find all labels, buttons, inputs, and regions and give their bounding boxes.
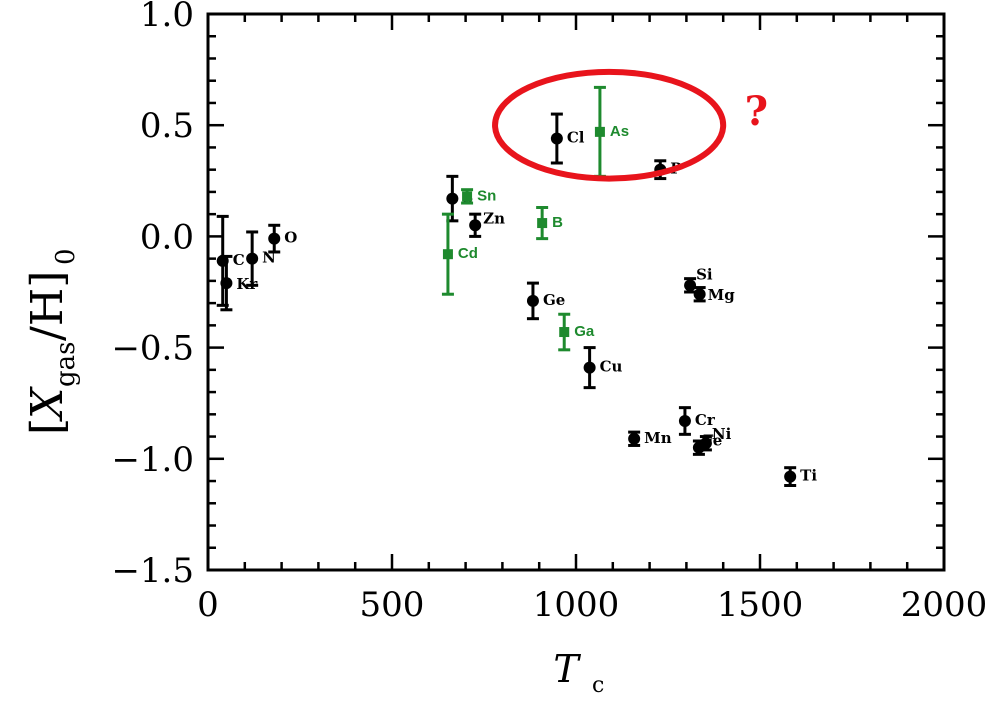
question-annotation: ? — [745, 88, 768, 135]
y-axis-title-sub: gas — [51, 342, 81, 388]
point-label: Cl — [567, 129, 585, 147]
x-tick-label: 0 — [197, 585, 219, 625]
y-axis-title-outer-sub: 0 — [51, 248, 81, 265]
point-label: C — [233, 251, 245, 269]
point-label: Cu — [600, 358, 623, 376]
data-point — [678, 414, 691, 427]
x-axis-title-subscript: c — [592, 673, 604, 698]
data-point — [462, 191, 473, 202]
data-point — [442, 249, 453, 260]
point-label: As — [610, 123, 629, 140]
point-label: Mn — [644, 429, 672, 447]
point-label: Ga — [574, 323, 595, 340]
y-axis-title-var: X — [22, 386, 73, 422]
point-label: Ni — [712, 425, 732, 443]
x-tick-label: 2000 — [901, 585, 988, 625]
y-tick-label: −1.0 — [111, 440, 194, 480]
data-point — [268, 232, 281, 245]
x-tick-label: 1500 — [717, 585, 804, 625]
y-tick-label: 0.5 — [140, 106, 194, 146]
point-label: Sn — [477, 187, 496, 204]
highlight-ellipse — [492, 68, 727, 182]
data-point — [693, 288, 706, 301]
point-label: Cr — [695, 411, 716, 429]
point-label: Mg — [708, 286, 736, 304]
point-label: B — [552, 214, 563, 231]
data-point — [446, 192, 459, 205]
data-point — [246, 252, 259, 265]
x-axis-title: T — [553, 647, 581, 691]
data-point — [559, 327, 570, 338]
x-tick-label: 500 — [360, 585, 425, 625]
data-point — [220, 277, 233, 290]
point-label: Cd — [458, 245, 478, 262]
point-label: Ti — [800, 467, 817, 485]
data-point — [699, 437, 712, 450]
data-point — [550, 132, 563, 145]
y-axis-title-open: [ — [22, 418, 73, 435]
y-tick-label: −1.5 — [111, 551, 194, 591]
data-point — [628, 432, 641, 445]
data-point — [469, 219, 482, 232]
data-point — [537, 218, 548, 229]
data-point — [594, 126, 605, 137]
point-label: O — [284, 229, 297, 247]
data-point — [684, 279, 697, 292]
data-point — [526, 294, 539, 307]
point-label: Si — [696, 265, 713, 283]
y-tick-label: −0.5 — [111, 329, 194, 369]
y-tick-label: 0.0 — [140, 217, 194, 257]
data-point — [784, 470, 797, 483]
plot-area: CKrNOSZnGeClCuMnPCrSiFeMgNiTiCdSnBGaAs? — [216, 68, 817, 487]
point-label: Ge — [543, 291, 565, 309]
x-tick-label: 1000 — [533, 585, 620, 625]
y-axis-title-rest: /H] — [22, 271, 73, 341]
point-label: Zn — [483, 209, 505, 227]
data-point — [583, 361, 596, 374]
axes-group: 0 500 1000 1500 2000 1.0 0.5 0.0 −0.5 −1.0 −1.5 — [111, 0, 987, 625]
y-tick-label: 1.0 — [140, 0, 194, 35]
